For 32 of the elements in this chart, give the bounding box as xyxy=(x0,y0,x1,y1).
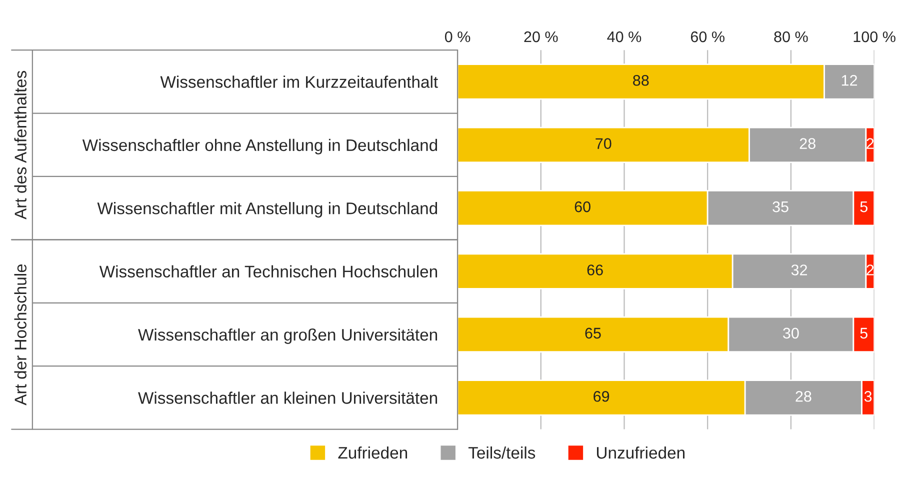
x-tick-label: 100 % xyxy=(854,31,896,42)
text: Art der Hochschule xyxy=(14,264,26,406)
text: Art des Aufenthaltes xyxy=(14,70,26,220)
data-label: 28 xyxy=(800,138,816,149)
y-tick-label: Wissenschaftler an großen Universitäten xyxy=(138,328,438,344)
data-label: 66 xyxy=(587,264,603,276)
data-label: 32 xyxy=(791,264,808,276)
y-tick-label: Wissenschaftler ohne Anstellung in Deutschland xyxy=(82,138,438,154)
data-label: 5 xyxy=(860,202,868,212)
data-label: 69 xyxy=(594,390,610,402)
y-tick-label: Wissenschaftler mit Anstellung in Deutschland xyxy=(97,202,438,218)
data-label: 60 xyxy=(574,201,590,212)
data-label: 35 xyxy=(772,201,788,212)
x-tick-label: 80 % xyxy=(774,31,808,42)
legend-label: Teils/teils xyxy=(468,446,536,459)
y-tick-label: Wissenschaftler im Kurzzeitaufenthalt xyxy=(160,76,438,88)
data-label: 88 xyxy=(633,74,649,86)
legend-label: Unzufrieden xyxy=(596,446,684,459)
x-tick-label: 20 % xyxy=(524,31,558,42)
data-label: 30 xyxy=(783,328,799,339)
data-label: 65 xyxy=(585,328,601,339)
x-tick-label: 0 % xyxy=(444,31,470,42)
data-label: 28 xyxy=(796,390,812,402)
data-label: 3 xyxy=(864,390,872,402)
x-tick-label: 40 % xyxy=(607,31,642,42)
data-label: 5 xyxy=(860,328,868,339)
legend-label: Zufrieden xyxy=(338,446,408,459)
data-label: 70 xyxy=(596,138,612,149)
y-tick-label: Wissenschaftler an Technischen Hochschulen xyxy=(99,265,438,278)
x-tick-label: 60 % xyxy=(690,31,724,42)
y-tick-label: Wissenschaftler an kleinen Universitäten xyxy=(138,392,438,404)
data-label: 12 xyxy=(842,74,858,86)
